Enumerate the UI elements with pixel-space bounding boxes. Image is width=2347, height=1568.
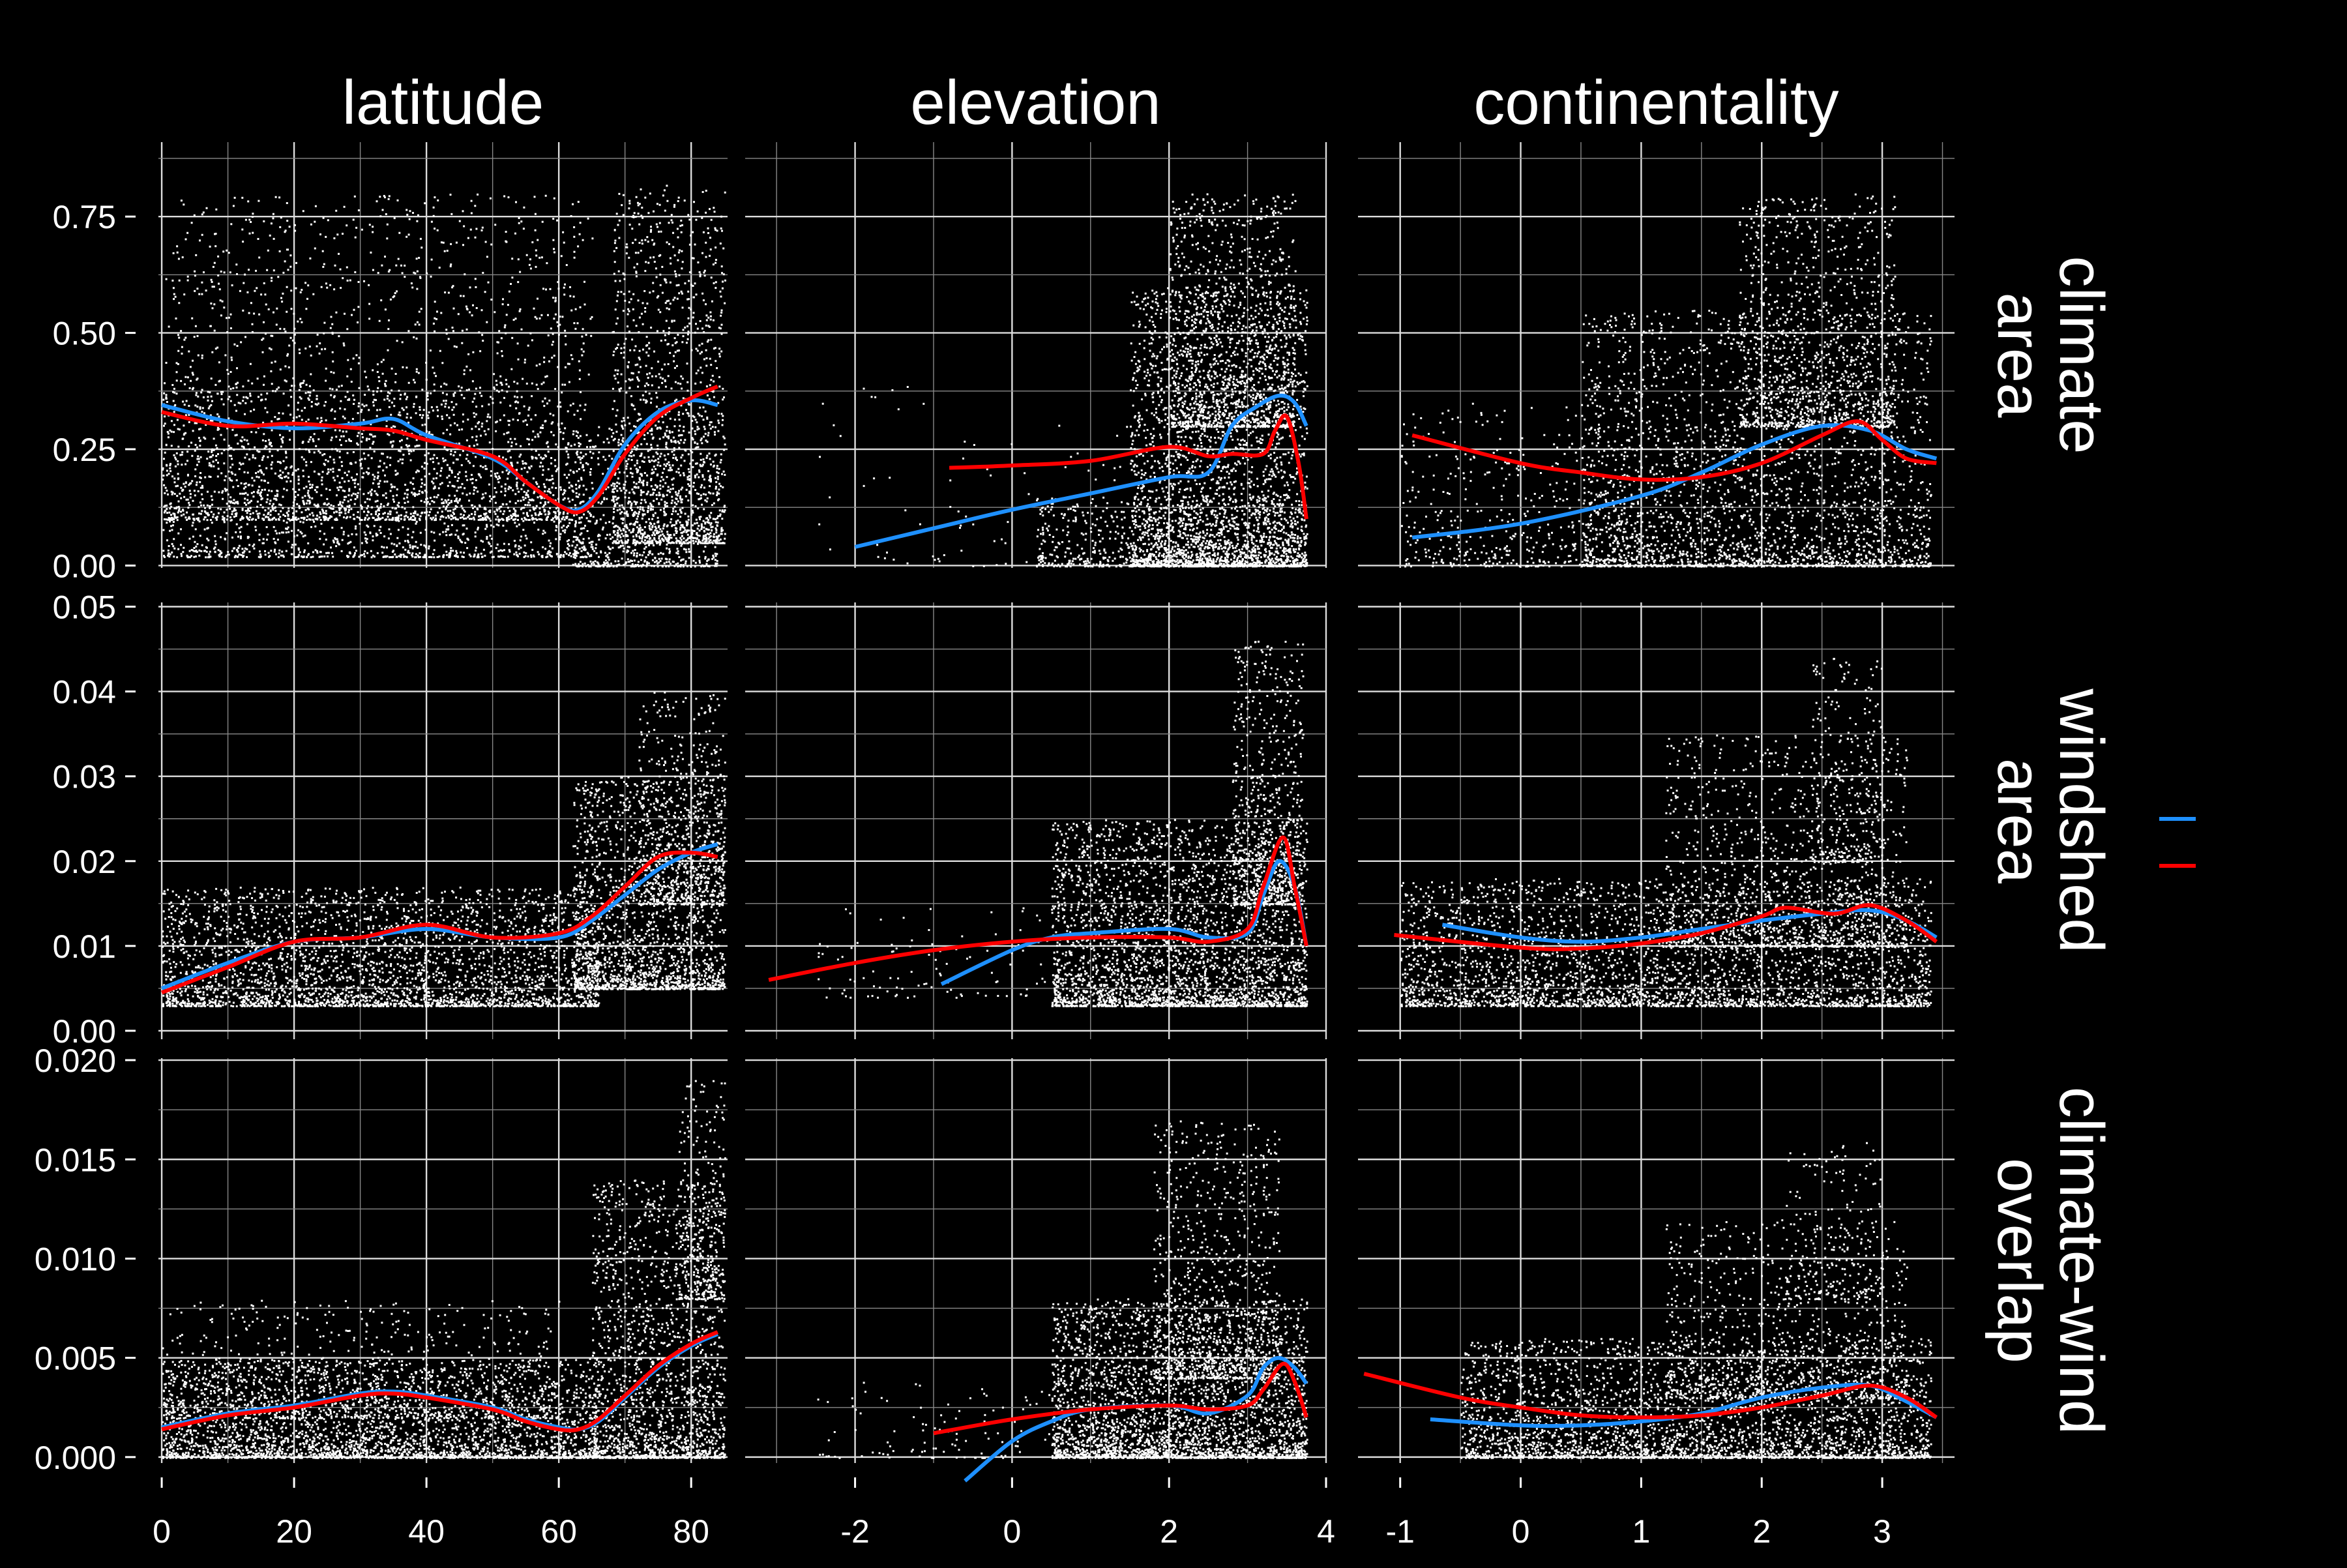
y-tick-label: 0.00 <box>53 1013 116 1050</box>
y-tick-label: 0.02 <box>53 844 116 880</box>
scatter-point-group <box>818 640 1308 1007</box>
red-fit-line-r2c1 <box>933 1361 1308 1436</box>
legend <box>2159 817 2196 868</box>
red-fit-line-r2c2 <box>1363 1372 1938 1419</box>
column-strip-label: elevation <box>910 68 1160 138</box>
grid-layer <box>158 142 1955 1463</box>
x-tick-label: 20 <box>276 1513 312 1550</box>
blue-fit-line-r1c2 <box>1441 908 1938 944</box>
red-fit-line-r1c0 <box>160 850 718 995</box>
blue-fit-line-r0c2 <box>1411 423 1938 540</box>
x-tick-label: 80 <box>673 1513 709 1550</box>
y-tick-label: 0.015 <box>35 1142 116 1178</box>
row-strip-label: climate <box>2046 256 2116 454</box>
scatter-points-r1c2 <box>1400 658 1932 1007</box>
scatter-point-group <box>1400 658 1932 1007</box>
x-tick-label: -2 <box>840 1513 869 1550</box>
y-tick-label: 0.000 <box>35 1440 116 1476</box>
scatter-point-group <box>162 185 726 568</box>
fit-lines-layer <box>160 384 1938 1483</box>
scatter-points-r1c0 <box>162 691 726 1007</box>
red-fit-line-r2c0 <box>161 1330 719 1432</box>
x-tick-label: -1 <box>1385 1513 1414 1550</box>
red-fit-line-r0c2 <box>1411 419 1937 482</box>
y-tick-label: 0.00 <box>53 548 116 584</box>
row-strip-label: overlap <box>1985 1158 2054 1363</box>
y-tick-label: 0.25 <box>53 432 116 468</box>
y-tick-label: 0.010 <box>35 1241 116 1277</box>
row-strip-label: windshed <box>2046 688 2116 953</box>
scatter-point-group <box>1400 193 1932 568</box>
red-fit-line-r1c2 <box>1394 903 1938 951</box>
red-fit-line-r0c0 <box>161 384 718 514</box>
row-strip-label: area <box>1985 758 2054 884</box>
scatter-points-r2c2 <box>1460 1142 1932 1459</box>
scatter-point-group <box>162 1080 726 1459</box>
y-tick-label: 0.50 <box>53 316 116 352</box>
y-tick-label: 0.01 <box>53 928 116 965</box>
blue-fit-line-r0c1 <box>854 393 1308 549</box>
column-strip-label: continentality <box>1473 68 1838 138</box>
points-layer <box>162 185 1932 1459</box>
scatter-point-group <box>817 1120 1308 1459</box>
scatter-points-r2c1 <box>817 1120 1308 1459</box>
x-tick-label: 2 <box>1160 1513 1178 1550</box>
x-tick-label: 0 <box>1512 1513 1530 1550</box>
scatter-points-r1c1 <box>818 640 1308 1007</box>
row-strip-label: area <box>1985 292 2054 418</box>
scatter-point-group <box>162 691 726 1007</box>
x-tick-label: 40 <box>408 1513 445 1550</box>
scatter-point-group <box>818 193 1308 568</box>
scatter-points-r0c0 <box>162 185 726 568</box>
y-tick-label: 0.04 <box>53 674 116 711</box>
x-tick-label: 1 <box>1632 1513 1650 1550</box>
y-tick-label: 0.05 <box>53 589 116 626</box>
y-tick-label: 0.03 <box>53 759 116 795</box>
x-tick-label: 2 <box>1752 1513 1771 1550</box>
x-tick-label: 60 <box>540 1513 577 1550</box>
y-tick-label: 0.005 <box>35 1340 116 1377</box>
red-fit-line-r0c1 <box>949 413 1308 520</box>
row-strip-label: climate-wind <box>2046 1087 2116 1434</box>
y-tick-label: 0.020 <box>35 1043 116 1079</box>
axes-layer: latitude elevation continentalityclimatear… <box>35 68 2196 1550</box>
scatter-points-r0c1 <box>818 193 1308 568</box>
blue-fit-line-r2c1 <box>964 1355 1308 1483</box>
x-tick-label: 4 <box>1317 1513 1335 1550</box>
scatter-points-r0c2 <box>1400 193 1932 568</box>
scatter-point-group <box>1460 1142 1932 1459</box>
red-fit-line-r1c1 <box>768 835 1308 982</box>
x-tick-label: 0 <box>1003 1513 1021 1550</box>
x-tick-label: 3 <box>1873 1513 1891 1550</box>
column-strip-label: latitude <box>342 68 544 138</box>
x-tick-label: 0 <box>153 1513 171 1550</box>
y-tick-label: 0.75 <box>53 199 116 235</box>
scatter-points-r2c0 <box>162 1080 726 1459</box>
